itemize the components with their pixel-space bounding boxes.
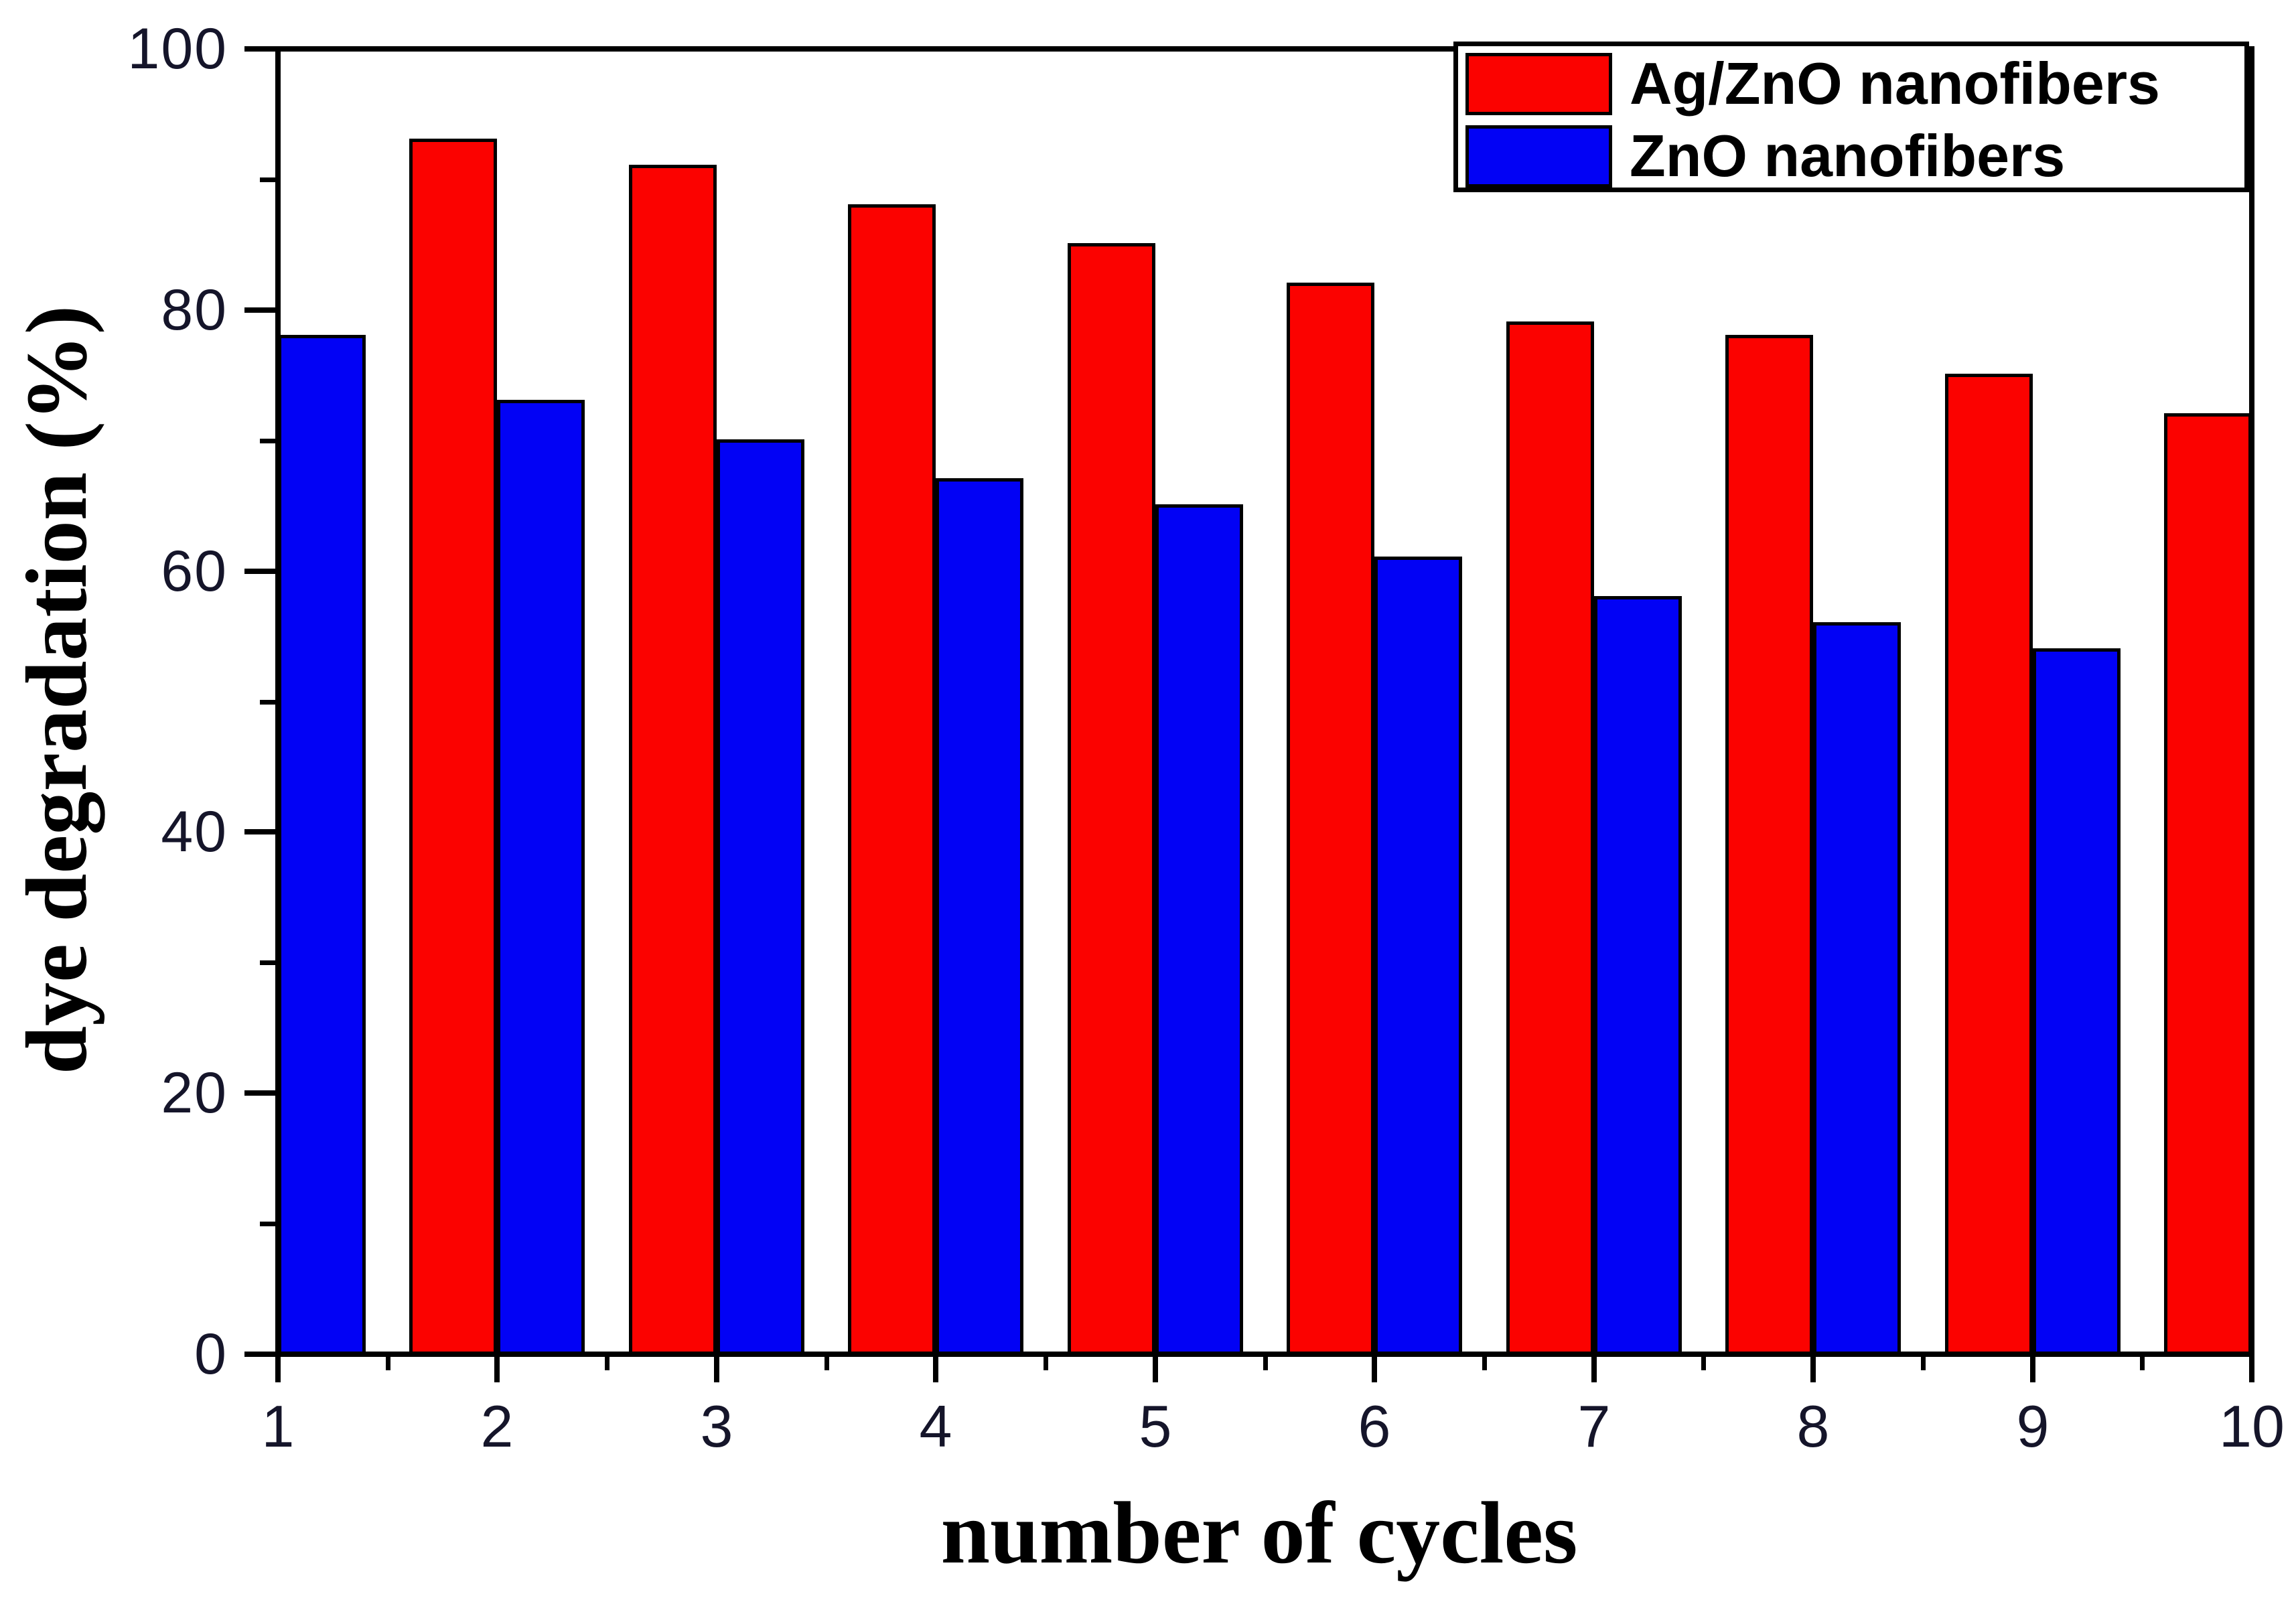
x-minor-tick-6-5 <box>1482 1357 1487 1370</box>
y-major-tick-40 <box>244 829 275 834</box>
bar-ag-zno-nanofibers-cycle-3 <box>629 165 717 1356</box>
legend-label-ag-zno-nanofibers: Ag/ZnO nanofibers <box>1630 50 2160 117</box>
x-minor-tick-1-5 <box>386 1357 390 1370</box>
bar-ag-zno-nanofibers-cycle-7 <box>1506 321 1594 1356</box>
x-major-tick-10 <box>2249 1357 2254 1382</box>
x-tick-label-9: 9 <box>2016 1393 2050 1459</box>
y-minor-tick-70 <box>260 439 275 443</box>
y-tick-label-100: 100 <box>127 17 228 81</box>
x-minor-tick-8-5 <box>1921 1357 1926 1370</box>
legend-box: Ag/ZnO nanofibers ZnO nanofibers <box>1453 42 2249 192</box>
x-major-tick-7 <box>1591 1357 1597 1382</box>
x-major-tick-9 <box>2030 1357 2035 1382</box>
bar-zno-nanofibers-cycle-3 <box>717 439 804 1356</box>
x-tick-label-5: 5 <box>1139 1393 1172 1459</box>
x-minor-tick-4-5 <box>1044 1357 1048 1370</box>
bar-zno-nanofibers-cycle-6 <box>1374 557 1462 1356</box>
x-tick-label-1: 1 <box>261 1393 295 1459</box>
x-major-tick-3 <box>714 1357 719 1382</box>
bar-ag-zno-nanofibers-cycle-10 <box>2164 413 2252 1356</box>
bar-zno-nanofibers-cycle-4 <box>936 478 1023 1356</box>
x-tick-label-8: 8 <box>1796 1393 1830 1459</box>
y-tick-label-40: 40 <box>161 800 228 864</box>
x-major-tick-4 <box>933 1357 938 1382</box>
y-tick-label-60: 60 <box>161 539 228 603</box>
bar-ag-zno-nanofibers-cycle-8 <box>1725 335 1813 1356</box>
y-minor-tick-30 <box>260 960 275 965</box>
bar-zno-nanofibers-cycle-8 <box>1813 622 1901 1356</box>
x-minor-tick-7-5 <box>1701 1357 1706 1370</box>
y-major-tick-0 <box>244 1352 275 1357</box>
legend-swatch-zno-nanofibers <box>1465 125 1612 188</box>
x-tick-label-4: 4 <box>919 1393 952 1459</box>
legend-swatch-ag-zno-nanofibers <box>1465 53 1612 115</box>
x-major-tick-1 <box>275 1357 281 1382</box>
y-minor-tick-50 <box>260 700 275 705</box>
plot-frame <box>275 46 2254 1357</box>
x-tick-label-10: 10 <box>2219 1393 2285 1459</box>
bar-layer <box>278 0 2252 1356</box>
y-major-tick-80 <box>244 307 275 313</box>
y-minor-tick-90 <box>260 177 275 182</box>
x-tick-label-6: 6 <box>1358 1393 1391 1459</box>
bar-ag-zno-nanofibers-cycle-5 <box>1068 243 1155 1356</box>
x-tick-label-2: 2 <box>480 1393 514 1459</box>
bar-ag-zno-nanofibers-cycle-6 <box>1287 283 1374 1356</box>
bar-zno-nanofibers-cycle-7 <box>1594 596 1682 1356</box>
x-minor-tick-5-5 <box>1263 1357 1268 1370</box>
x-minor-tick-2-5 <box>605 1357 609 1370</box>
x-tick-label-3: 3 <box>700 1393 733 1459</box>
y-minor-tick-10 <box>260 1222 275 1226</box>
x-major-tick-6 <box>1372 1357 1377 1382</box>
y-tick-label-0: 0 <box>194 1322 228 1386</box>
x-minor-tick-9-5 <box>2140 1357 2145 1370</box>
y-axis-title: dye degradation (%) <box>9 305 105 1075</box>
bar-zno-nanofibers-cycle-9 <box>2033 648 2121 1356</box>
x-major-tick-2 <box>494 1357 500 1382</box>
bar-ag-zno-nanofibers-cycle-9 <box>1945 374 2033 1356</box>
y-major-tick-100 <box>244 46 275 52</box>
y-tick-label-80: 80 <box>161 278 228 342</box>
y-major-tick-20 <box>244 1090 275 1096</box>
x-minor-tick-3-5 <box>824 1357 829 1370</box>
y-tick-label-20: 20 <box>161 1061 228 1125</box>
x-axis-title: number of cycles <box>940 1483 1578 1582</box>
y-major-tick-60 <box>244 569 275 574</box>
x-major-tick-8 <box>1810 1357 1816 1382</box>
bar-ag-zno-nanofibers-cycle-2 <box>409 139 497 1356</box>
x-major-tick-5 <box>1153 1357 1158 1382</box>
bar-zno-nanofibers-cycle-2 <box>497 400 585 1356</box>
legend-label-zno-nanofibers: ZnO nanofibers <box>1630 123 2066 189</box>
x-tick-label-7: 7 <box>1577 1393 1611 1459</box>
